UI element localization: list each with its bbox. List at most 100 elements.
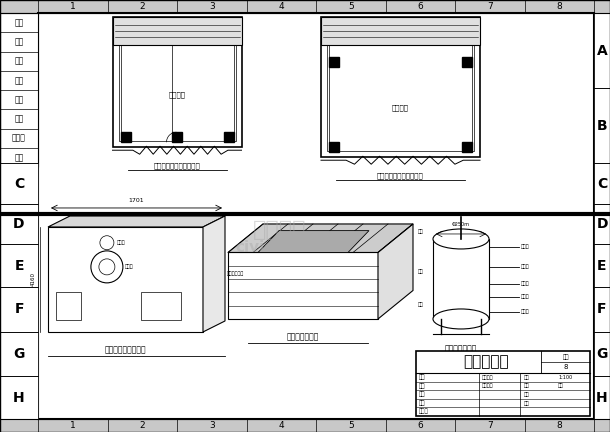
Text: 设备: 设备 <box>15 57 24 66</box>
Bar <box>594 332 610 376</box>
Polygon shape <box>378 224 413 319</box>
Text: 总图: 总图 <box>15 18 24 27</box>
Text: 土木在线: 土木在线 <box>253 220 307 240</box>
Bar <box>121 132 131 142</box>
Bar <box>321 17 480 157</box>
Text: 3: 3 <box>209 2 215 11</box>
Text: 审核: 审核 <box>419 392 426 397</box>
Text: 数洗盆台: 数洗盆台 <box>392 105 409 111</box>
Text: 4: 4 <box>278 421 284 430</box>
Text: 设置人: 设置人 <box>419 409 429 414</box>
Bar <box>433 239 489 319</box>
Text: G: G <box>13 347 24 361</box>
Bar <box>141 292 181 320</box>
Text: 图号: 图号 <box>523 400 529 406</box>
Text: 消防给水管网: 消防给水管网 <box>227 271 244 276</box>
Bar <box>0 13 38 167</box>
Text: 侧面: 侧面 <box>418 269 424 274</box>
Bar <box>223 132 234 142</box>
Text: 4160: 4160 <box>31 273 36 286</box>
Text: 编制: 编制 <box>523 392 529 397</box>
Text: D: D <box>13 217 25 231</box>
Bar <box>0 163 38 204</box>
Text: C: C <box>14 177 24 191</box>
Text: B: B <box>597 119 608 133</box>
Text: 7: 7 <box>487 2 493 11</box>
Bar <box>0 332 38 376</box>
Text: 底面: 底面 <box>418 302 424 307</box>
Text: 溢流管: 溢流管 <box>521 295 529 299</box>
Bar <box>112 17 242 45</box>
Text: 开水器大样详图: 开水器大样详图 <box>445 344 477 353</box>
Bar <box>0 376 38 419</box>
Text: H: H <box>13 391 25 405</box>
Text: 编号: 编号 <box>562 354 569 360</box>
Text: 结构: 结构 <box>15 114 24 124</box>
Bar <box>594 88 610 163</box>
Bar <box>594 287 610 332</box>
Bar <box>329 57 339 67</box>
Bar <box>594 376 610 419</box>
Bar <box>327 23 474 151</box>
Text: 3: 3 <box>209 421 215 430</box>
Text: 5: 5 <box>348 2 354 11</box>
Text: D: D <box>596 217 608 231</box>
Polygon shape <box>203 216 225 332</box>
Text: 中华: 中华 <box>558 384 564 388</box>
Bar <box>0 204 38 245</box>
Text: H: H <box>596 391 608 405</box>
Text: 6: 6 <box>417 2 423 11</box>
Text: F: F <box>597 302 607 316</box>
Text: 审定单位: 审定单位 <box>482 375 493 380</box>
Text: 标准层卫生间给排水大样: 标准层卫生间给排水大样 <box>377 172 424 178</box>
Text: C: C <box>597 177 607 191</box>
Bar <box>462 57 472 67</box>
Text: 1: 1 <box>70 421 76 430</box>
Bar <box>48 227 203 332</box>
Bar <box>594 204 610 245</box>
Text: 出水管: 出水管 <box>521 282 529 286</box>
Text: 8: 8 <box>564 364 568 370</box>
Bar <box>56 292 81 320</box>
Bar <box>594 245 610 287</box>
Bar <box>594 13 610 88</box>
Text: 排气管: 排气管 <box>521 264 529 270</box>
Text: 截气阀: 截气阀 <box>125 264 134 270</box>
Bar <box>594 163 610 204</box>
Text: F: F <box>14 302 24 316</box>
Text: 进水管: 进水管 <box>521 245 529 249</box>
Ellipse shape <box>433 229 489 249</box>
Text: 6: 6 <box>417 421 423 430</box>
Bar <box>171 132 182 142</box>
Text: 施工单位: 施工单位 <box>482 384 493 388</box>
Text: 楼水管室: 楼水管室 <box>168 92 185 98</box>
Text: 2: 2 <box>140 2 145 11</box>
Text: 标准层卫生间给排水大样: 标准层卫生间给排水大样 <box>154 162 200 168</box>
Polygon shape <box>48 216 225 227</box>
Text: 局部大样图: 局部大样图 <box>463 355 508 369</box>
Text: 给排水: 给排水 <box>12 134 26 143</box>
Ellipse shape <box>433 309 489 329</box>
Text: 装饰: 装饰 <box>15 95 24 104</box>
Text: civicn.com: civicn.com <box>235 241 325 255</box>
Text: 管火栓接管位置大样: 管火栓接管位置大样 <box>105 346 146 355</box>
Bar <box>0 287 38 332</box>
Bar <box>321 17 480 45</box>
Text: 建筑: 建筑 <box>15 153 24 162</box>
Bar <box>112 17 242 147</box>
Text: 1: 1 <box>70 2 76 11</box>
Text: 比例: 比例 <box>523 375 529 380</box>
Text: 7: 7 <box>487 421 493 430</box>
Text: 1:100: 1:100 <box>558 375 572 380</box>
Text: E: E <box>597 259 607 273</box>
Polygon shape <box>258 231 369 252</box>
Text: 设计: 设计 <box>419 375 426 380</box>
Text: A: A <box>597 44 608 57</box>
Text: 电气: 电气 <box>15 76 24 85</box>
Polygon shape <box>228 252 378 319</box>
Text: G: G <box>597 347 608 361</box>
Text: 暖通: 暖通 <box>15 38 24 46</box>
Text: 8: 8 <box>556 421 562 430</box>
Text: 4: 4 <box>278 2 284 11</box>
Text: 顶面: 顶面 <box>418 229 424 235</box>
